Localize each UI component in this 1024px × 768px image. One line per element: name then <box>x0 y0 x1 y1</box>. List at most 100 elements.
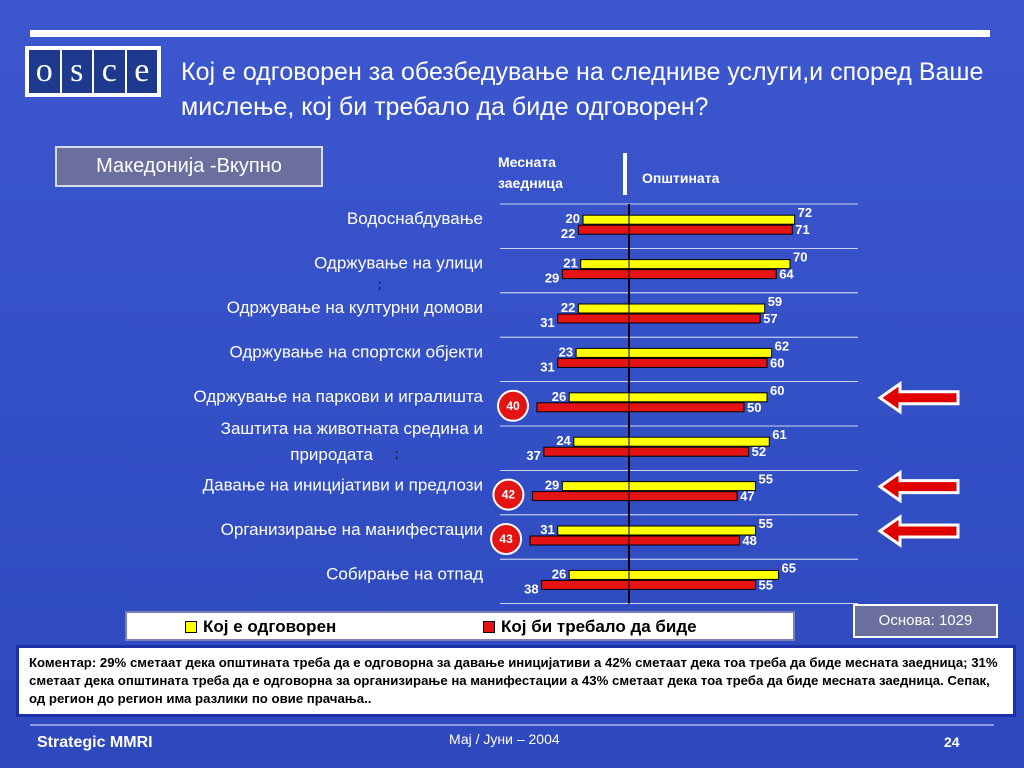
logo-letter: e <box>126 50 157 93</box>
highlight-circle <box>490 523 523 555</box>
legend-item-responsible: Кој е одговорен <box>185 617 336 637</box>
value-label-local-responsible: 26 <box>552 389 566 404</box>
category-label: природата <box>290 445 373 464</box>
value-label-municipality-should-be: 47 <box>740 489 754 504</box>
value-label-municipality-responsible: 61 <box>772 427 786 442</box>
legend-label-responsible: Кој е одговорен <box>203 617 337 636</box>
page-number: 24 <box>944 734 960 750</box>
highlight-circle <box>497 389 529 422</box>
footer-date: Мај / Јуни – 2004 <box>449 731 560 747</box>
value-label-local-responsible: 31 <box>540 522 554 537</box>
bar-local-responsible <box>580 259 630 270</box>
value-label-local-should-be: 31 <box>540 315 554 330</box>
value-label-local-should-be: 37 <box>526 448 540 463</box>
bar-local-responsible <box>557 525 630 536</box>
value-label-local-should-be: 29 <box>545 271 559 286</box>
logo-letter: s <box>61 50 92 93</box>
header-local-community: Месната заедница <box>498 154 563 191</box>
bar-municipality-responsible <box>628 303 766 314</box>
bar-local-should-be <box>561 269 630 280</box>
value-label-local-responsible: 20 <box>566 211 580 226</box>
highlight-arrow <box>877 469 960 504</box>
value-label-municipality-responsible: 70 <box>793 250 807 265</box>
sample-basis-box: Основа: 1029 <box>853 604 998 638</box>
stray-mark: ; <box>395 447 398 461</box>
bar-local-should-be <box>557 357 630 368</box>
category-label: Одржување на културни домови <box>227 298 483 317</box>
bar-municipality-should-be <box>628 313 761 324</box>
bar-local-should-be <box>536 402 630 413</box>
category-label: Давање на иницијативи и предлози <box>203 476 483 495</box>
highlight-arrow <box>877 514 960 548</box>
value-label-local-responsible: 24 <box>556 433 571 448</box>
bar-local-should-be <box>541 579 630 590</box>
value-label-municipality-should-be: 71 <box>795 222 809 237</box>
value-label-municipality-responsible: 59 <box>768 294 782 309</box>
bar-municipality-responsible <box>628 569 779 580</box>
bar-local-should-be <box>557 313 630 324</box>
value-label-local-should-be: 31 <box>540 359 554 374</box>
value-label-local-responsible: 22 <box>561 300 575 315</box>
bar-municipality-responsible <box>628 525 756 536</box>
value-label-municipality-responsible: 55 <box>759 516 773 531</box>
slide-title: Кој е одговорен за обезбедување на следн… <box>181 58 984 121</box>
legend-swatch-red <box>483 621 495 633</box>
value-label-municipality-responsible: 62 <box>775 338 789 353</box>
value-label-local-should-be-highlight: 43 <box>499 532 513 546</box>
bar-local-responsible <box>568 392 630 403</box>
category-label: Одржување на паркови и игралишта <box>193 387 483 406</box>
bar-municipality-responsible <box>628 481 756 492</box>
category-label: Одржување на спортски објекти <box>230 342 483 361</box>
value-label-municipality-should-be: 57 <box>763 311 777 326</box>
category-label: Одржување на улици <box>314 254 483 273</box>
bar-municipality-should-be <box>628 224 793 235</box>
category-label: Организирање на манифестации <box>221 520 483 539</box>
value-label-municipality-should-be: 52 <box>752 444 766 459</box>
bar-municipality-responsible <box>628 436 770 447</box>
value-label-local-should-be: 38 <box>524 581 538 596</box>
bar-municipality-should-be <box>628 579 756 590</box>
stray-mark: ; <box>378 278 381 292</box>
header-separator <box>623 153 627 195</box>
category-label: Водоснабдување <box>347 209 483 228</box>
bar-local-should-be <box>529 535 630 546</box>
value-label-municipality-responsible: 55 <box>759 472 773 487</box>
value-label-municipality-responsible: 60 <box>770 383 784 398</box>
comment-box: Коментар: 29% сметаат дека општината тре… <box>16 645 1016 717</box>
value-label-local-should-be-highlight: 42 <box>502 488 516 502</box>
header-municipality: Општината <box>642 170 720 186</box>
bar-municipality-responsible <box>628 392 768 403</box>
category-label: Заштита на животната средина и <box>221 419 483 438</box>
value-label-municipality-should-be: 64 <box>779 267 794 282</box>
bar-local-responsible <box>577 303 630 314</box>
value-label-municipality-should-be: 55 <box>759 577 773 592</box>
value-label-local-should-be: 22 <box>561 226 575 241</box>
value-label-municipality-should-be: 60 <box>770 355 784 370</box>
category-label: Собирање на отпад <box>326 564 483 583</box>
bar-local-responsible <box>573 436 630 447</box>
bar-municipality-should-be <box>628 535 740 546</box>
region-label-box: Македонија -Вкупно <box>55 146 323 187</box>
bar-municipality-responsible <box>628 259 791 270</box>
value-label-local-responsible: 21 <box>563 256 577 271</box>
value-label-local-responsible: 23 <box>559 344 573 359</box>
bar-local-responsible <box>575 347 630 358</box>
bar-municipality-responsible <box>628 214 796 225</box>
legend-swatch-yellow <box>185 621 197 633</box>
highlight-arrow <box>877 380 960 415</box>
value-label-local-should-be-highlight: 40 <box>506 399 520 413</box>
bar-municipality-responsible <box>628 347 773 358</box>
region-label: Македонија -Вкупно <box>96 155 282 177</box>
bar-local-should-be <box>543 446 630 457</box>
top-divider-line <box>30 30 990 37</box>
logo-letter: o <box>29 50 60 93</box>
bar-local-responsible <box>561 481 630 492</box>
bar-local-responsible <box>582 214 630 225</box>
bar-local-responsible <box>568 569 630 580</box>
value-label-municipality-should-be: 50 <box>747 400 761 415</box>
bar-local-should-be <box>577 224 630 235</box>
footer-brand: Strategic MMRI <box>37 734 153 751</box>
bar-municipality-should-be <box>628 357 768 368</box>
value-label-local-responsible: 26 <box>552 566 566 581</box>
